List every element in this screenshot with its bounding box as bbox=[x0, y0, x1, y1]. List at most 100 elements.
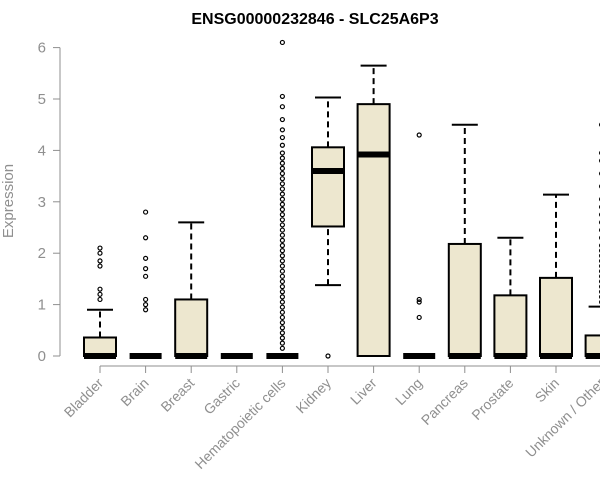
outlier-point bbox=[279, 284, 285, 290]
outlier-point bbox=[97, 245, 103, 251]
outlier-point bbox=[279, 294, 285, 300]
x-tick-label: Hematopoietic cells bbox=[191, 375, 288, 472]
outlier-point bbox=[279, 212, 285, 218]
outlier-point bbox=[279, 273, 285, 279]
y-tick-label: 4 bbox=[38, 142, 46, 159]
outlier-point bbox=[97, 296, 103, 303]
outlier-point bbox=[279, 165, 285, 171]
outlier-point bbox=[279, 227, 285, 233]
outlier-point bbox=[279, 299, 285, 305]
box-liver bbox=[356, 64, 391, 357]
outlier-point bbox=[279, 222, 285, 228]
outlier-point bbox=[279, 155, 285, 161]
outlier-point bbox=[325, 353, 331, 359]
outlier-point bbox=[97, 263, 103, 269]
outlier-point bbox=[97, 286, 103, 292]
box-unknown-other bbox=[584, 122, 600, 359]
outlier-point bbox=[143, 266, 149, 272]
outlier-point bbox=[279, 314, 285, 321]
outlier-point bbox=[143, 235, 149, 241]
outlier-point bbox=[279, 309, 285, 315]
x-tick-label: Lung bbox=[392, 375, 425, 408]
outlier-point bbox=[279, 142, 285, 148]
outlier-point bbox=[279, 268, 285, 274]
outlier-point bbox=[279, 253, 285, 259]
box-body bbox=[174, 298, 209, 357]
y-tick-label: 6 bbox=[38, 40, 46, 57]
outlier-point bbox=[279, 237, 285, 243]
box-body bbox=[539, 276, 573, 358]
outlier-point bbox=[416, 314, 422, 321]
outlier-point bbox=[97, 258, 103, 264]
y-axis: 0 1 2 3 4 5 6 bbox=[38, 40, 61, 365]
outlier-point bbox=[279, 191, 285, 197]
outlier-point bbox=[279, 116, 285, 123]
outlier-point bbox=[279, 335, 285, 341]
outlier-point bbox=[416, 296, 422, 303]
outlier-point bbox=[279, 196, 285, 202]
outlier-point bbox=[143, 302, 149, 308]
box-body bbox=[356, 103, 391, 357]
outlier-point bbox=[279, 289, 285, 295]
outlier-point bbox=[143, 273, 149, 279]
x-tick-label: Unknown / Other bbox=[522, 375, 600, 461]
outlier-point bbox=[279, 104, 285, 110]
box-skin bbox=[539, 193, 573, 359]
box-bladder bbox=[83, 245, 117, 359]
x-tick-label: Skin bbox=[532, 375, 563, 406]
x-tick-label: Kidney bbox=[293, 375, 335, 417]
outlier-point bbox=[143, 296, 149, 303]
outlier-point bbox=[97, 250, 103, 256]
outlier-point bbox=[279, 304, 285, 310]
y-tick-label: 0 bbox=[38, 348, 46, 365]
outlier-point bbox=[279, 263, 285, 269]
outlier-point bbox=[416, 299, 422, 305]
outlier-point bbox=[279, 201, 285, 207]
box-lung bbox=[403, 132, 436, 359]
outlier-point bbox=[279, 170, 285, 177]
x-tick-label: Brain bbox=[117, 375, 151, 409]
outlier-point bbox=[279, 345, 285, 351]
outlier-point bbox=[143, 307, 149, 313]
box-body bbox=[311, 146, 345, 228]
outlier-point bbox=[279, 176, 285, 182]
outlier-point bbox=[279, 160, 285, 166]
box-pancreas bbox=[447, 123, 482, 359]
outlier-point bbox=[279, 242, 285, 249]
outlier-point bbox=[143, 255, 149, 261]
x-tick-label: Gastric bbox=[200, 375, 243, 418]
y-tick-label: 3 bbox=[38, 194, 46, 211]
outlier-point bbox=[279, 93, 285, 100]
y-tick-label: 5 bbox=[38, 91, 46, 108]
y-tick-label: 2 bbox=[38, 245, 46, 262]
outlier-point bbox=[279, 181, 285, 187]
box-prostate bbox=[493, 236, 528, 359]
outlier-point bbox=[279, 39, 285, 46]
outlier-point bbox=[279, 319, 285, 326]
outlier-point bbox=[279, 248, 285, 254]
x-tick-label: Breast bbox=[157, 375, 197, 415]
box-series bbox=[83, 39, 600, 359]
box-body bbox=[584, 334, 600, 358]
x-tick-label: Prostate bbox=[468, 375, 516, 423]
outlier-point bbox=[279, 206, 285, 213]
outlier-point bbox=[416, 132, 422, 138]
x-tick-label: Pancreas bbox=[418, 375, 471, 428]
outlier-point bbox=[279, 330, 285, 336]
outlier-point bbox=[279, 278, 285, 285]
x-tick-label: Bladder bbox=[61, 375, 107, 421]
box-breast bbox=[174, 221, 209, 359]
outlier-point bbox=[279, 232, 285, 238]
outlier-point bbox=[279, 186, 285, 192]
outlier-point bbox=[279, 134, 285, 141]
outlier-point bbox=[279, 325, 285, 331]
box-brain bbox=[129, 209, 162, 359]
box-hematopoietic-cells bbox=[266, 39, 299, 359]
box-body bbox=[447, 242, 482, 357]
outlier-point bbox=[97, 291, 103, 297]
outlier-point bbox=[279, 217, 285, 223]
box-body bbox=[493, 294, 528, 357]
outlier-point bbox=[143, 209, 149, 215]
